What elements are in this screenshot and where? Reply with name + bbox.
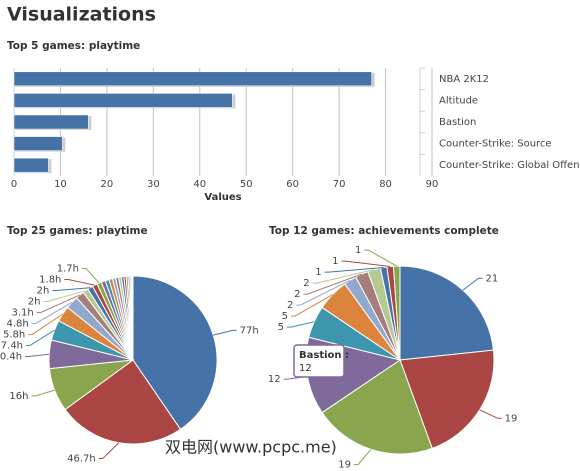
label-connector	[98, 442, 120, 460]
watermark: 双电网(www.pcpc.me)	[165, 438, 337, 457]
label-connector	[354, 449, 372, 466]
data-label: 5	[282, 311, 288, 322]
x-tick-label: 60	[286, 179, 299, 190]
tooltip: Bastion : 12	[293, 344, 349, 378]
bar	[13, 136, 63, 151]
pie-slice	[131, 275, 134, 361]
bar	[13, 93, 233, 108]
data-label: 1	[315, 267, 321, 278]
label-connector	[286, 321, 315, 328]
data-label: 4.8h	[7, 318, 29, 329]
label-connector	[290, 294, 333, 317]
bar	[13, 114, 89, 130]
data-label: 19	[338, 460, 351, 471]
label-connector	[364, 249, 397, 267]
label-connector	[26, 329, 55, 346]
x-axis-title: Values	[204, 192, 241, 203]
label-connector	[64, 278, 95, 286]
category-label: Counter-Strike: Global Offensive	[439, 160, 580, 171]
label-connector	[31, 301, 73, 324]
data-label: 77h	[240, 325, 259, 336]
category-label: Bastion	[439, 117, 476, 128]
pie-slice	[64, 359, 182, 445]
pie-slice	[392, 265, 401, 361]
data-label: 12	[268, 374, 281, 385]
x-tick-label: 10	[54, 179, 67, 190]
data-label: 46.7h	[67, 454, 96, 465]
x-tick-label: 80	[379, 179, 392, 190]
data-label: 16h	[9, 391, 28, 402]
data-label: 1.8h	[39, 274, 61, 285]
data-label: 5.8h	[3, 329, 25, 340]
data-label: 2h	[37, 285, 50, 296]
pie-slice	[399, 265, 495, 361]
bar	[13, 157, 49, 173]
category-label: Counter-Strike: Source	[439, 139, 552, 150]
page-title: Visualizations	[7, 4, 156, 26]
x-tick-label: 90	[426, 179, 439, 190]
x-tick-label: 20	[101, 179, 114, 190]
data-label: 3.1h	[12, 307, 34, 318]
label-connector	[462, 277, 483, 291]
label-connector	[25, 353, 50, 357]
x-tick-label: 0	[11, 179, 17, 190]
label-connector	[479, 409, 502, 419]
category-label: Altitude	[439, 95, 478, 106]
label-connector	[28, 313, 64, 335]
label-connector	[36, 294, 81, 313]
tooltip-box	[293, 344, 345, 378]
tooltip-title: Bastion :	[299, 350, 349, 361]
x-tick-label: 70	[333, 179, 346, 190]
pie-slice	[132, 275, 218, 430]
x-tick-label: 40	[193, 179, 206, 190]
data-label: 10.4h	[0, 351, 22, 362]
data-label: 21	[486, 273, 499, 284]
chart-title: Top 25 games: playtime	[7, 225, 148, 237]
x-tick-label: 50	[240, 179, 253, 190]
data-label: 1.7h	[57, 263, 79, 274]
data-label: 2	[294, 289, 300, 300]
data-label: 1	[355, 245, 361, 256]
bar	[13, 71, 372, 87]
chart-title: Top 12 games: achievements complete	[269, 225, 499, 237]
data-label: 19	[505, 413, 518, 424]
data-label: 5	[278, 322, 284, 333]
label-connector	[341, 260, 391, 268]
category-label: NBA 2K12	[439, 74, 489, 85]
label-connector	[52, 287, 91, 291]
tooltip-value: 12	[299, 363, 312, 374]
data-label: 1	[332, 256, 338, 267]
label-connector	[296, 279, 351, 306]
label-connector	[312, 269, 375, 284]
label-connector	[324, 266, 384, 273]
label-connector	[31, 389, 55, 397]
x-tick-label: 30	[147, 179, 160, 190]
data-label: 2	[287, 300, 293, 311]
label-connector	[213, 329, 237, 336]
label-connector	[303, 273, 362, 295]
data-label: 2	[303, 278, 309, 289]
label-connector	[43, 290, 86, 302]
data-label: 2h	[28, 296, 41, 307]
data-label: 7.4h	[1, 340, 23, 351]
label-connector	[82, 267, 100, 284]
chart-title: Top 5 games: playtime	[7, 40, 140, 52]
